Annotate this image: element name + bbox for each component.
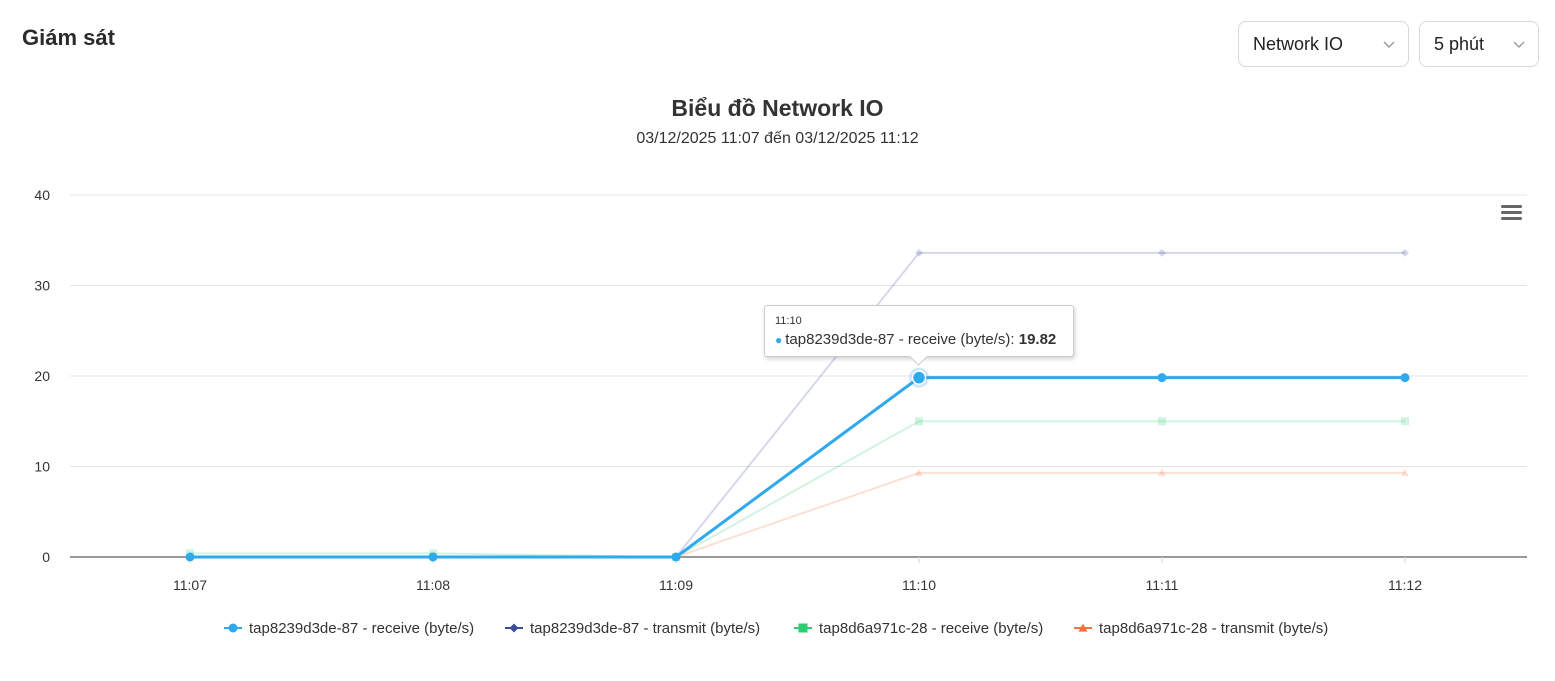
x-tick-label: 11:07 <box>173 577 207 593</box>
metric-select[interactable]: Network IO <box>1238 21 1409 67</box>
legend-marker-icon <box>509 623 519 633</box>
time-range-select-value: 5 phút <box>1434 33 1485 54</box>
chevron-down-icon <box>1383 41 1395 48</box>
data-point[interactable] <box>1158 468 1166 477</box>
x-tick-label: 11:10 <box>902 577 936 593</box>
data-point[interactable] <box>915 468 923 477</box>
chart-menu-icon[interactable] <box>1498 204 1524 224</box>
x-tick-label: 11:09 <box>659 577 693 593</box>
legend-marker-icon <box>798 623 808 633</box>
y-tick-label: 10 <box>34 459 50 475</box>
tooltip-value: 19.82 <box>1018 331 1057 348</box>
data-point[interactable] <box>915 248 923 257</box>
y-tick-label: 0 <box>42 549 50 565</box>
y-tick-label: 40 <box>34 187 50 203</box>
time-range-select[interactable]: 5 phút <box>1419 21 1539 67</box>
y-tick-label: 30 <box>34 278 50 294</box>
chart-subtitle: 03/12/2025 11:07 đến 03/12/2025 11:12 <box>636 130 919 147</box>
tooltip-series-dot-icon: ● <box>775 333 783 347</box>
series-line <box>190 376 1405 559</box>
legend-item[interactable]: tap8d6a971c-28 - transmit (byte/s) <box>1074 620 1328 637</box>
data-point[interactable] <box>671 552 681 562</box>
legend-item[interactable]: tap8d6a971c-28 - receive (byte/s) <box>794 620 1043 637</box>
metric-select-value: Network IO <box>1253 33 1344 54</box>
tooltip-time: 11:10 <box>775 315 802 327</box>
legend-label: tap8d6a971c-28 - receive (byte/s) <box>819 620 1043 637</box>
data-point[interactable] <box>1400 373 1410 383</box>
y-tick-label: 20 <box>34 368 50 384</box>
chevron-down-icon <box>1513 41 1525 48</box>
page-title: Giám sát <box>22 25 115 50</box>
x-tick-label: 11:11 <box>1146 577 1179 593</box>
data-point[interactable] <box>1157 373 1167 383</box>
x-tick-label: 11:08 <box>416 577 450 593</box>
legend-label: tap8239d3de-87 - transmit (byte/s) <box>530 620 760 637</box>
series-3 <box>186 468 1409 561</box>
data-point[interactable] <box>1401 248 1409 257</box>
series-0 <box>185 367 1410 562</box>
legend-item[interactable]: tap8239d3de-87 - transmit (byte/s) <box>505 620 760 637</box>
legend-label: tap8d6a971c-28 - transmit (byte/s) <box>1099 620 1328 637</box>
data-point[interactable] <box>185 552 195 562</box>
data-point[interactable] <box>1401 468 1409 477</box>
x-tick-label: 11:12 <box>1388 577 1422 593</box>
series-line <box>190 471 1405 558</box>
legend-item[interactable]: tap8239d3de-87 - receive (byte/s) <box>224 620 474 637</box>
legend-label: tap8239d3de-87 - receive (byte/s) <box>249 620 474 637</box>
tooltip-series-label: tap8239d3de-87 - receive (byte/s): <box>785 331 1015 348</box>
data-point[interactable] <box>915 417 923 426</box>
data-point[interactable] <box>1158 248 1166 257</box>
series-line <box>190 251 1405 558</box>
series-2 <box>186 417 1409 561</box>
series-line <box>190 420 1405 558</box>
data-point[interactable] <box>1158 417 1166 426</box>
data-point[interactable] <box>428 552 438 562</box>
legend-marker-icon <box>228 623 238 633</box>
legend-marker-icon <box>1078 623 1088 632</box>
data-point[interactable] <box>911 370 927 385</box>
data-point[interactable] <box>1401 417 1409 426</box>
chart-title: Biểu đồ Network IO <box>671 95 884 121</box>
